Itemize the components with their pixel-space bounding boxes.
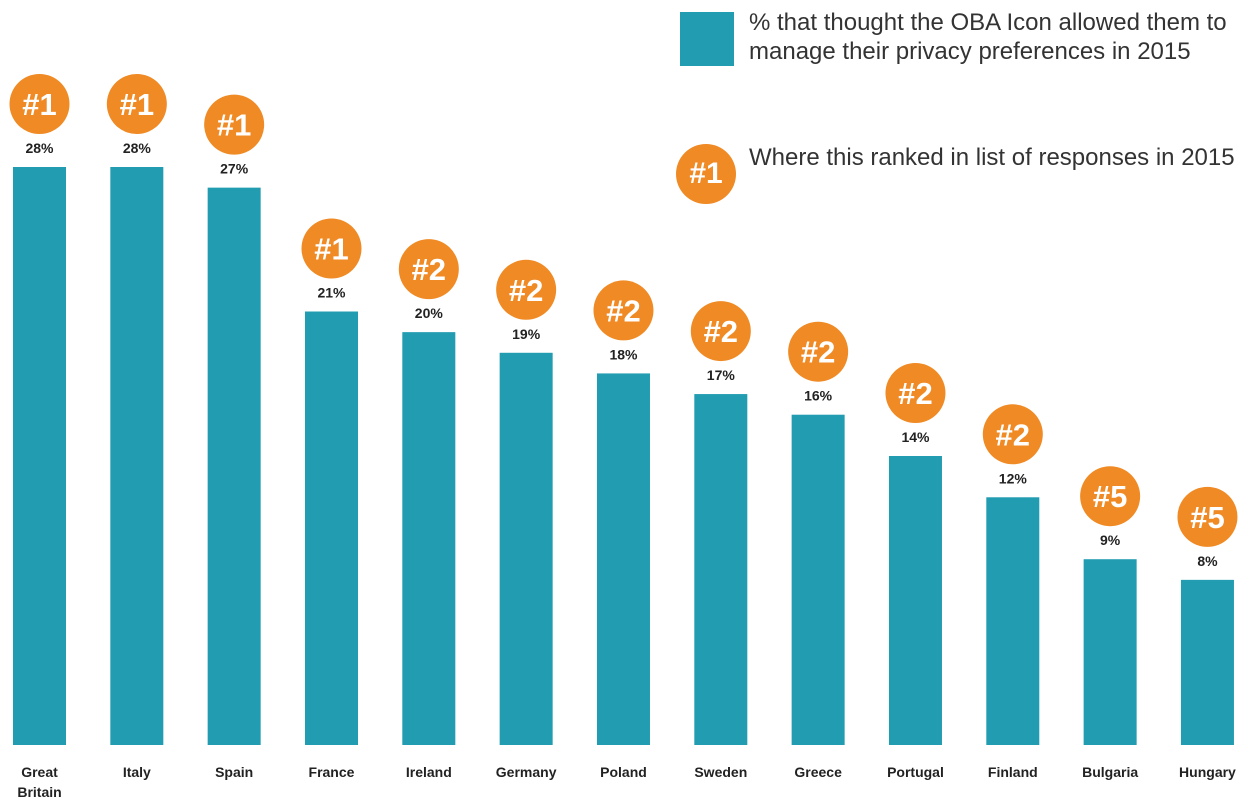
bar [986,497,1040,745]
bar-value-label: 20% [415,305,444,321]
x-tick-label: Sweden [694,764,747,780]
rank-badge [204,94,265,155]
rank-badge-label: #1 [120,87,154,122]
x-tick-label: Spain [215,764,253,780]
bar-value-label: 17% [707,367,736,383]
rank-badge [106,74,167,134]
rank-badge-label: #2 [898,376,932,411]
x-tick-label: Great [21,764,58,780]
bar-value-label: 21% [317,285,346,301]
bar-value-label: 12% [999,470,1028,486]
bar [888,456,942,745]
bar-value-label: 16% [804,388,833,404]
bar [304,311,358,745]
bar [110,167,164,745]
x-tick-label: Finland [988,764,1038,780]
rank-badge-label: #1 [314,232,348,267]
bar [13,167,66,745]
rank-badge-label: #2 [509,273,543,308]
x-tick-label: Poland [600,764,647,780]
rank-badge [301,218,362,279]
bar [694,394,748,745]
rank-badge [982,404,1043,465]
bar-value-label: 14% [901,429,930,445]
rank-badge-label: #2 [996,417,1030,452]
rank-badge-label: #5 [1190,500,1224,535]
rank-badge [496,259,557,320]
rank-badge [9,74,70,134]
legend-series-label: % that thought the OBA Icon allowed them… [749,9,1227,65]
rank-badge [1177,486,1238,547]
rank-badge-label: #2 [704,314,738,349]
rank-badge [885,363,946,423]
rank-badge-label: #1 [22,87,56,122]
rank-badge-label: #2 [412,252,446,287]
x-tick-label: Portugal [887,764,944,780]
rank-badge [1080,466,1141,527]
x-tick-label: France [309,764,355,780]
bar [596,373,650,745]
x-tick-label: Greece [794,764,842,780]
bar-value-label: 9% [1100,532,1121,548]
rank-badge-label: #1 [217,108,251,143]
x-tick-label: Italy [123,764,151,780]
bar-value-label: 19% [512,326,541,342]
bar-value-label: 18% [609,346,638,362]
bar [1180,579,1234,745]
rank-badge-label: #2 [801,335,835,370]
x-tick-label: Germany [496,764,557,780]
bar [207,187,261,746]
x-tick-label: Britain [17,784,61,800]
x-tick-label: Hungary [1179,764,1236,780]
rank-badge [593,280,654,341]
legend-series-swatch [680,12,734,66]
bar-value-label: 28% [25,140,54,156]
rank-badge [690,301,751,362]
bar [791,414,845,745]
bar-value-label: 27% [220,161,249,177]
bar [402,332,456,745]
rank-badge [398,239,459,300]
x-tick-label: Bulgaria [1082,764,1138,780]
x-tick-label: Ireland [406,764,452,780]
legend-rank-badge: #1 [676,144,736,204]
bar-value-label: 28% [123,140,152,156]
bar [499,352,553,745]
rank-badge-label: #5 [1093,479,1127,514]
rank-badge-label: #2 [606,293,640,328]
bar [1083,559,1137,745]
legend-rank-label: Where this ranked in list of responses i… [749,144,1235,171]
rank-badge [788,321,849,382]
bar-value-label: 8% [1197,553,1218,569]
